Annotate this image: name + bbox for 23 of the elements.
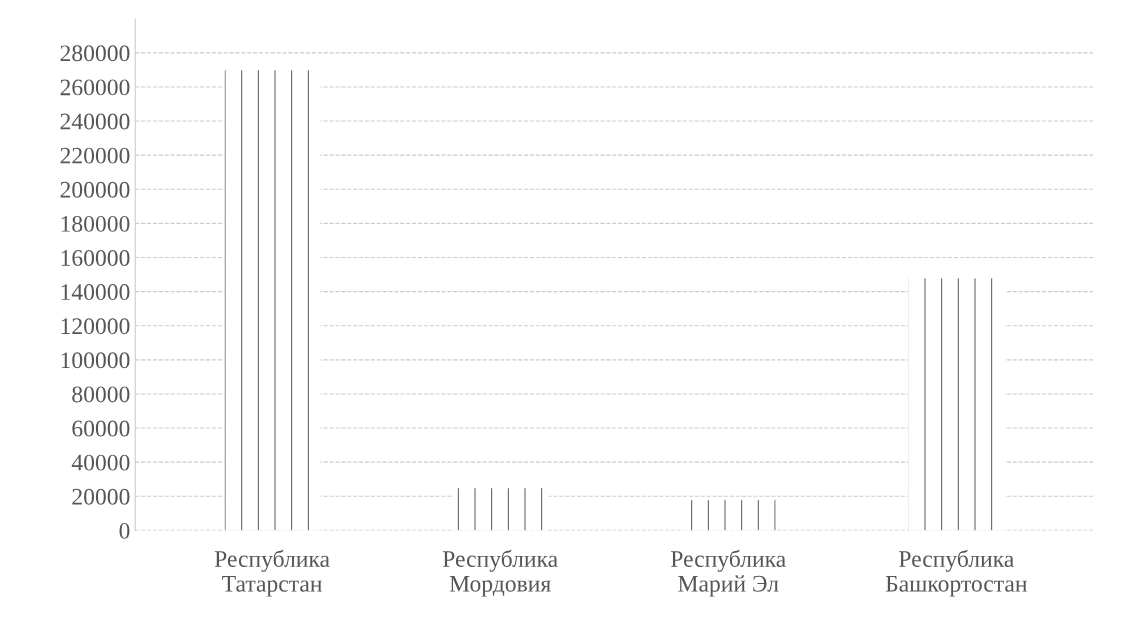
bar <box>223 69 321 531</box>
x-tick-label: Республика Мордовия <box>442 549 558 597</box>
y-tick-label: 40000 <box>71 454 130 471</box>
y-tick-label: 220000 <box>60 147 130 164</box>
bar <box>679 499 777 531</box>
y-tick-label: 160000 <box>61 249 130 266</box>
bar <box>451 487 549 531</box>
y-tick-label: 280000 <box>60 45 130 62</box>
bar <box>908 277 1005 531</box>
x-tick-label: Республика Татарстан <box>214 549 330 597</box>
y-tick-label: 100000 <box>61 352 130 369</box>
y-tick-label: 240000 <box>60 113 130 130</box>
y-tick-label: 260000 <box>60 79 130 96</box>
x-tick-label: Республика Башкортостан <box>885 549 1027 597</box>
y-tick-label: 20000 <box>72 488 130 505</box>
y-tick-label: 180000 <box>61 215 130 232</box>
y-tick-label: 140000 <box>61 284 130 301</box>
y-tick-label: 0 <box>119 522 130 539</box>
y-tick-label: 200000 <box>60 181 130 198</box>
y-tick-label: 80000 <box>72 386 130 403</box>
y-tick-label: 120000 <box>61 318 130 335</box>
x-tick-label: Республика Марий Эл <box>670 549 786 597</box>
y-tick-label: 60000 <box>72 420 130 437</box>
